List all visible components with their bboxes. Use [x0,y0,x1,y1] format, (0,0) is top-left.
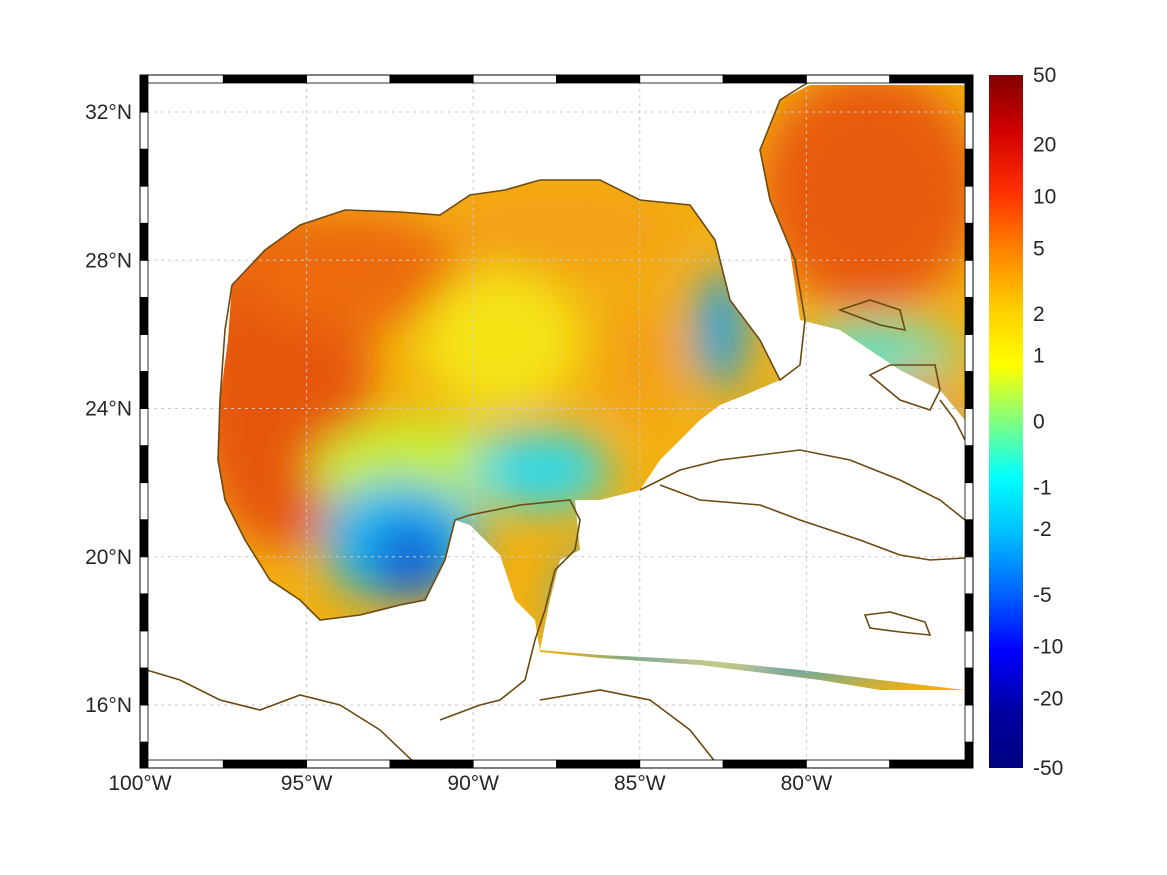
coastline [139,77,966,769]
frame-segment [139,222,149,261]
frame-segment [889,759,974,769]
frame-segment [139,445,149,484]
frame-segment [139,111,149,150]
frame-segment [139,74,224,84]
frame-segment [556,74,641,84]
frame-segment [806,74,891,84]
latitude-label: 20°N [85,546,132,569]
frame-segment [139,630,149,669]
frame-segment [222,759,308,769]
frame-outline [139,74,974,769]
frame-segment [964,111,974,150]
latitude-label: 16°N [85,694,132,717]
frame-segment [139,74,149,113]
frame-segment [639,759,724,769]
frame-segment [389,74,474,84]
latitude-label: 28°N [85,249,132,272]
frame-segment [964,482,974,521]
frame-segment [964,704,974,743]
frame-segment [639,74,724,84]
frame-segment [964,519,974,558]
frame-segment [139,371,149,409]
longitude-label: 95°W [281,772,333,795]
frame-segment [306,74,391,84]
frame-segment [139,704,149,743]
frame-segment [964,445,974,484]
frame-segment [722,759,807,769]
longitude-label: 80°W [781,772,833,795]
frame-segment [964,148,974,187]
frame-segment [139,667,149,706]
frame-segment [964,296,974,335]
longitude-label: 85°W [614,772,666,795]
graticule [140,75,973,768]
frame-segment [306,759,391,769]
longitude-label: 100°W [108,772,171,795]
latitude-label: 24°N [85,398,132,421]
frame-segment [964,408,974,446]
longitude-label: 90°W [447,772,499,795]
frame-segment [139,593,149,632]
frame-segment [139,185,149,224]
colorbar-tick-label: 2 [1033,303,1045,326]
frame-segment [964,74,974,113]
frame-segment [964,334,974,372]
colorbar-tick-label: -5 [1033,584,1052,607]
colorbar-tick-label: -2 [1033,518,1052,541]
frame-segment [964,667,974,706]
frame-segment [139,296,149,335]
longitude-labels: 100°W 95°W 90°W 85°W 80°W [108,772,832,795]
colorbar-tick-label: 5 [1033,237,1045,260]
frame-segment [964,630,974,669]
colorbar-tick-label: 0 [1033,411,1045,434]
frame-segment [389,759,474,769]
frame-segment [222,74,308,84]
frame-segment [964,371,974,409]
colorbar-tick-label: -10 [1033,636,1063,659]
frame-segment [964,222,974,261]
frame-segment [964,259,974,298]
frame-segment [139,482,149,521]
frame-segment [139,148,149,187]
colorbar-tick-label: 1 [1033,345,1045,368]
colorbar [989,75,1023,768]
frame-segment [139,334,149,372]
frame-segment [964,556,974,595]
frame-segment [964,741,974,769]
colorbar-tick-label: -1 [1033,476,1052,499]
latitude-labels: 32°N 28°N 24°N 20°N 16°N [85,101,132,717]
frame-segment [964,185,974,224]
colorbar-tick-label: -20 [1033,688,1063,711]
colorbar-tick-label: 50 [1033,64,1056,87]
frame-segment [139,519,149,558]
map-frame [139,74,974,769]
frame-segment [889,74,974,84]
frame-segment [472,74,557,84]
frame-segment [964,593,974,632]
frame-segment [139,741,149,769]
frame-segment [722,74,807,84]
frame-segment [139,259,149,298]
colorbar-tick-label: 20 [1033,133,1056,156]
frame-segment [139,556,149,595]
frame-segment [139,408,149,446]
latitude-label: 32°N [85,101,132,124]
frame-segment [556,759,641,769]
frame-segment [139,759,224,769]
frame-segment [472,759,557,769]
colorbar-tick-label: -50 [1033,757,1063,780]
frame-segment [806,759,891,769]
colorbar-tick-label: 10 [1033,185,1056,208]
